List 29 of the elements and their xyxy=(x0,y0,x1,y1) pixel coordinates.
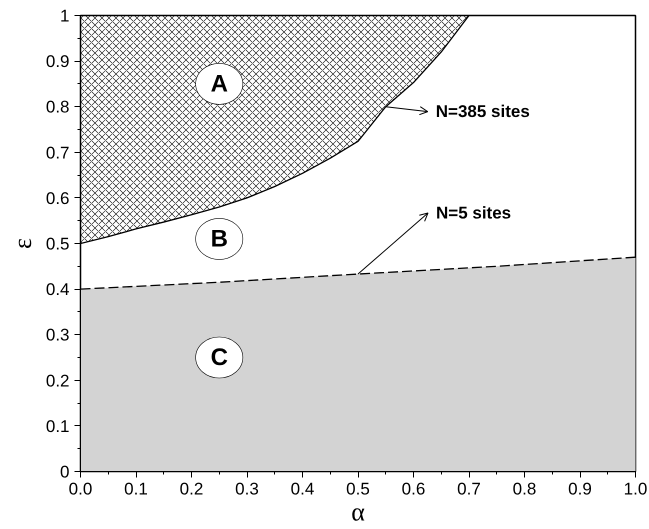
y-axis-title: ε xyxy=(8,238,37,249)
y-tick-label: 0.4 xyxy=(46,280,70,300)
x-tick-label: 1.0 xyxy=(624,480,648,498)
x-tick-label: 0.4 xyxy=(290,480,314,498)
y-tick-label: 0.8 xyxy=(46,98,70,117)
y-tick-label: 0.2 xyxy=(46,371,70,390)
x-tick-label: 0.6 xyxy=(402,480,426,498)
y-tick-label: 0.3 xyxy=(46,326,70,345)
x-tick-label: 0.7 xyxy=(457,480,481,498)
y-tick-label: 0.1 xyxy=(46,416,70,436)
annotation: N=385 sites xyxy=(436,102,530,122)
annotation: N=5 sites xyxy=(436,203,512,222)
x-tick-label: 0.8 xyxy=(512,480,536,498)
x-tick-label: 0.5 xyxy=(346,480,370,498)
x-tick-label: 0.0 xyxy=(68,480,92,498)
x-axis-title: α xyxy=(351,498,366,526)
y-tick-label: 0.5 xyxy=(46,234,70,254)
annotation: A xyxy=(210,70,228,98)
x-tick-label: 0.1 xyxy=(124,480,148,498)
x-tick-label: 0.3 xyxy=(235,480,259,498)
annotation: B xyxy=(210,225,228,252)
annotation: C xyxy=(210,344,228,371)
y-tick-label: 1 xyxy=(60,6,70,26)
y-tick-label: 0.6 xyxy=(46,188,70,208)
x-tick-label: 0.9 xyxy=(568,480,592,498)
x-tick-label: 0.2 xyxy=(180,480,204,498)
y-tick-label: 0.7 xyxy=(46,143,70,162)
y-tick-label: 0 xyxy=(60,462,70,482)
y-tick-label: 0.9 xyxy=(46,52,70,72)
